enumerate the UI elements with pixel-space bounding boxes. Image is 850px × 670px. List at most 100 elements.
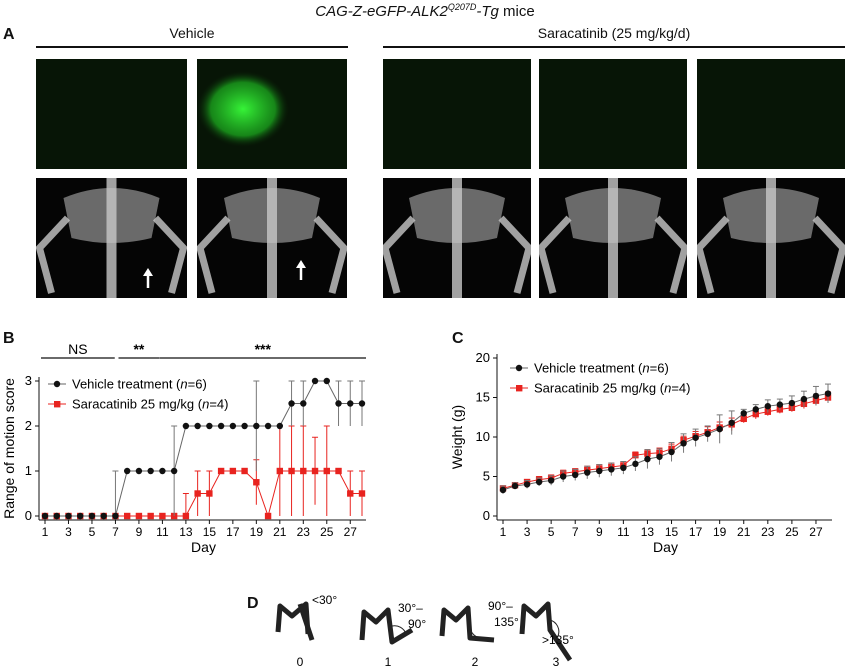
x-tick-label: 13	[179, 525, 193, 539]
vehicle-data-point	[535, 478, 543, 486]
x-tick-label: 27	[809, 525, 823, 539]
vehicle-data-point	[499, 486, 507, 494]
legend-label: Vehicle treatment (n=6)	[534, 361, 669, 376]
x-tick-label: 3	[65, 525, 72, 539]
vehicle-data-point	[194, 422, 201, 430]
saracatinib-data-point	[253, 479, 260, 486]
x-tick-label: 7	[572, 525, 579, 539]
saracatinib-data-point	[217, 467, 225, 475]
score-label-3: 3	[553, 655, 560, 669]
x-tick-label: 7	[112, 525, 119, 539]
saracatinib-data-point	[147, 512, 154, 520]
xray-image	[539, 178, 687, 298]
y-tick-label: 3	[25, 373, 32, 388]
vehicle-data-point	[680, 440, 687, 447]
saracatinib-data-point	[740, 415, 747, 423]
left-leg-bone	[197, 215, 231, 294]
right-leg-bone	[498, 215, 531, 294]
saracatinib-data-point	[335, 467, 342, 475]
legend-n-symbol: n	[642, 361, 649, 376]
vehicle-data-point	[182, 422, 190, 430]
vehicle-data-point	[147, 467, 154, 475]
legend-label: Saracatinib 25 mg/kg (n=4)	[534, 381, 690, 396]
saracatinib-data-point	[241, 467, 248, 475]
angle-label-0: <30°	[312, 593, 337, 607]
xray-image-art	[36, 178, 187, 298]
xray-image-art	[197, 178, 347, 298]
saracatinib-data-point	[159, 512, 166, 520]
vehicle-data-point	[170, 467, 178, 475]
legend-label: Vehicle treatment (n=6)	[72, 377, 207, 392]
x-tick-label: 11	[617, 525, 630, 539]
legend-n-value: =4)	[671, 381, 690, 396]
angle-label-2b: 135°	[494, 615, 519, 629]
vehicle-data-point	[88, 512, 96, 520]
series-line	[45, 380, 362, 517]
saracatinib-group-bar	[383, 46, 845, 48]
left-leg-bone	[697, 215, 730, 294]
vehicle-data-point	[788, 399, 796, 407]
saracatinib-data-point	[123, 512, 131, 520]
vehicle-data-point	[77, 512, 84, 520]
gfp-fluorescence-image	[383, 59, 531, 169]
panel-d-letter: D	[247, 595, 259, 612]
legend-marker	[515, 364, 523, 372]
vehicle-data-point	[229, 422, 237, 430]
gfp-image-art	[539, 59, 687, 169]
panel-a-letter: A	[3, 26, 15, 43]
legend-marker	[54, 401, 61, 408]
legend-series-name: Saracatinib 25 mg/kg (	[534, 381, 665, 396]
vehicle-data-point	[41, 512, 49, 520]
y-tick-label: 20	[476, 350, 490, 365]
vehicle-data-point	[728, 419, 735, 426]
vehicle-data-point	[656, 453, 663, 460]
x-tick-label: 17	[689, 525, 703, 539]
saracatinib-data-point	[264, 512, 272, 520]
y-tick-label: 0	[483, 508, 490, 523]
spine-shape	[267, 178, 277, 298]
legend-series-name: Vehicle treatment (	[534, 361, 643, 376]
saracatinib-data-point	[182, 512, 190, 520]
vehicle-data-point	[668, 448, 675, 456]
gfp-image-art	[197, 59, 347, 169]
vehicle-data-point	[276, 422, 284, 430]
x-tick-label: 5	[548, 525, 555, 539]
saracatinib-data-point	[323, 467, 330, 475]
xray-image	[197, 178, 347, 298]
saracatinib-data-point	[288, 467, 295, 475]
panel-b-letter: B	[3, 330, 15, 347]
y-tick-label: 2	[25, 418, 32, 433]
ns-bracket-label: NS	[68, 341, 87, 357]
vehicle-data-point	[572, 471, 579, 479]
y-tick-label: 10	[476, 429, 490, 444]
x-tick-label: 25	[320, 525, 334, 539]
y-tick-label: 15	[476, 390, 490, 405]
x-tick-label: 1	[500, 525, 507, 539]
x-tick-label: 3	[524, 525, 531, 539]
vehicle-data-point	[135, 467, 143, 475]
x-tick-label: 27	[344, 525, 358, 539]
xray-image	[36, 178, 187, 298]
figure-title-tg: -Tg	[476, 3, 499, 20]
x-tick-label: 9	[596, 525, 603, 539]
saracatinib-data-point	[206, 490, 213, 497]
vehicle-data-point	[523, 481, 531, 488]
vehicle-data-point	[112, 512, 119, 520]
vehicle-data-point	[323, 377, 330, 385]
vehicle-group-label: Vehicle	[169, 25, 215, 41]
x-tick-label: 9	[136, 525, 143, 539]
figure-title-genotype: CAG-Z-eGFP-ALK2	[315, 3, 448, 20]
saracatinib-data-point	[632, 451, 639, 459]
vehicle-data-point	[596, 467, 603, 475]
vehicle-data-point	[644, 455, 651, 463]
right-leg-bone	[152, 215, 187, 294]
xray-image-art	[539, 178, 687, 298]
spine-shape	[608, 178, 618, 298]
legend-n-symbol: n	[180, 377, 187, 392]
vehicle-data-point	[812, 392, 820, 400]
x-tick-label: 23	[761, 525, 775, 539]
legend-n-value: =4)	[209, 397, 228, 412]
limb-score-2-icon	[439, 605, 495, 643]
right-leg-bone	[812, 215, 845, 294]
vehicle-data-point	[311, 377, 319, 385]
